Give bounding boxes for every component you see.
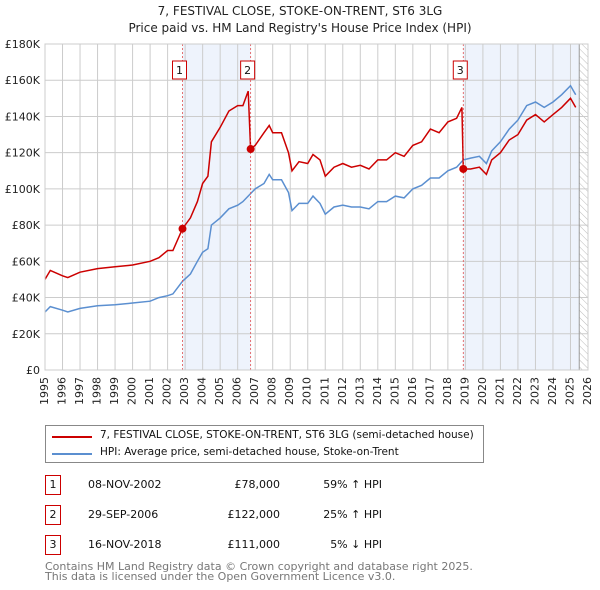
- sale-date: 08-NOV-2002: [88, 478, 162, 491]
- x-tick-label: 2003: [178, 377, 191, 405]
- y-tick-label: £40K: [12, 292, 41, 305]
- x-tick-label: 2022: [511, 377, 524, 405]
- chart-subtitle: Price paid vs. HM Land Registry's House …: [128, 21, 472, 35]
- sale-badge: 2: [45, 505, 61, 525]
- x-tick-label: 2008: [266, 377, 279, 405]
- footer-copyright: Contains HM Land Registry data © Crown c…: [45, 560, 473, 573]
- x-tick-label: 2024: [546, 377, 559, 405]
- legend-label-property: 7, FESTIVAL CLOSE, STOKE-ON-TRENT, ST6 3…: [100, 429, 474, 441]
- sale-badge: 1: [45, 475, 61, 495]
- shaded-period: [182, 44, 251, 370]
- sale-marker-label: 1: [176, 64, 183, 77]
- sale-price: £78,000: [234, 478, 281, 491]
- x-tick-label: 2014: [371, 377, 384, 405]
- y-tick-label: £180K: [5, 38, 41, 51]
- x-tick-label: 2025: [563, 377, 576, 405]
- x-tick-label: 2012: [336, 377, 349, 405]
- sale-hpi-diff: 5% ↓ HPI: [330, 538, 382, 551]
- x-tick-label: 2005: [213, 377, 226, 405]
- y-tick-label: £0: [26, 364, 40, 377]
- x-tick-label: 1995: [38, 377, 51, 405]
- forecast-hatch: [579, 44, 588, 370]
- x-tick-label: 2015: [388, 377, 401, 405]
- sale-badge: 3: [45, 535, 61, 555]
- shaded-period: [463, 44, 580, 370]
- x-tick-label: 2002: [161, 377, 174, 405]
- x-tick-label: 2026: [581, 377, 594, 405]
- x-tick-label: 1999: [108, 377, 121, 405]
- y-tick-label: £80K: [12, 219, 41, 232]
- y-tick-label: £120K: [5, 147, 41, 160]
- footer-licence: This data is licensed under the Open Gov…: [45, 570, 396, 583]
- sale-row: 3 16-NOV-2018 £111,000 5% ↓ HPI: [45, 535, 545, 555]
- sale-date: 29-SEP-2006: [88, 508, 159, 521]
- sale-marker-label: 2: [244, 64, 251, 77]
- x-tick-label: 2023: [528, 377, 541, 405]
- sale-marker-box: [452, 60, 468, 80]
- y-tick-label: £20K: [12, 328, 41, 341]
- legend-swatch-hpi: [52, 453, 92, 455]
- series-line: [44, 90, 577, 280]
- sale-price: £111,000: [227, 538, 281, 551]
- x-tick-label: 2017: [423, 377, 436, 405]
- x-tick-label: 2020: [476, 377, 489, 405]
- legend-label-hpi: HPI: Average price, semi-detached house,…: [100, 446, 399, 458]
- x-tick-label: 2011: [318, 377, 331, 405]
- x-tick-label: 2001: [143, 377, 156, 405]
- x-tick-label: 2007: [248, 377, 261, 405]
- sale-point: [246, 145, 255, 154]
- x-tick-label: 1996: [56, 377, 69, 405]
- y-tick-label: £140K: [5, 110, 41, 123]
- y-tick-label: £100K: [5, 183, 41, 196]
- sale-point: [178, 224, 187, 233]
- sale-marker-label: 3: [457, 64, 464, 77]
- sale-marker-box: [240, 60, 256, 80]
- sale-hpi-diff: 25% ↑ HPI: [323, 508, 382, 521]
- sale-price: £122,000: [227, 508, 281, 521]
- x-tick-label: 2006: [231, 377, 244, 405]
- sale-marker-box: [172, 60, 188, 80]
- x-tick-label: 1997: [73, 377, 86, 405]
- sale-point: [459, 164, 468, 173]
- x-tick-label: 1998: [91, 377, 104, 405]
- x-tick-label: 2018: [441, 377, 454, 405]
- plot-frame: [44, 43, 589, 371]
- x-tick-label: 2009: [283, 377, 296, 405]
- sale-hpi-diff: 59% ↑ HPI: [323, 478, 382, 491]
- x-tick-label: 2019: [458, 377, 471, 405]
- x-tick-label: 2004: [196, 377, 209, 405]
- x-tick-label: 2016: [406, 377, 419, 405]
- x-tick-label: 2013: [353, 377, 366, 405]
- x-tick-label: 2000: [126, 377, 139, 405]
- series-line: [44, 84, 577, 313]
- price-chart: 1995 1996 1997 1998 1999 2000 2001 2002 2003 2004…: [5, 38, 594, 405]
- sale-date: 16-NOV-2018: [88, 538, 162, 551]
- x-tick-label: 2021: [493, 377, 506, 405]
- y-tick-label: £160K: [5, 74, 41, 87]
- y-tick-label: £60K: [12, 255, 41, 268]
- legend-swatch-property: [52, 436, 92, 438]
- legend: 7, FESTIVAL CLOSE, STOKE-ON-TRENT, ST6 3…: [45, 425, 484, 463]
- chart-title: 7, FESTIVAL CLOSE, STOKE-ON-TRENT, ST6 3…: [157, 4, 443, 18]
- x-tick-label: 2010: [301, 377, 314, 405]
- sale-row: 1 08-NOV-2002 £78,000 59% ↑ HPI: [45, 475, 545, 495]
- sale-row: 2 29-SEP-2006 £122,000 25% ↑ HPI: [45, 505, 545, 525]
